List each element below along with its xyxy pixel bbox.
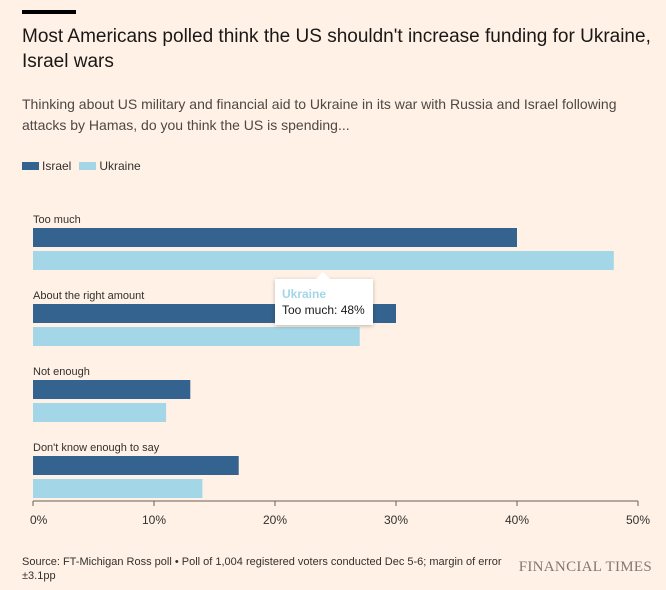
legend-item-israel[interactable]: Israel [22, 159, 71, 173]
x-tick-label: 10% [142, 513, 166, 527]
tooltip: Ukraine Too much: 48% [275, 272, 373, 325]
category-label: Don't know enough to say [33, 442, 160, 454]
x-tick-label: 20% [263, 513, 287, 527]
bar-israel[interactable] [33, 380, 191, 399]
category-label: Not enough [33, 366, 90, 378]
x-tick-label: 30% [384, 513, 408, 527]
bar-chart: Too much About the right amount Not enough… [30, 214, 650, 527]
bar-ukraine[interactable] [33, 403, 167, 422]
x-tick-label: 50% [626, 513, 650, 527]
chart-title: Most Americans polled think the US shoul… [22, 26, 651, 72]
source-note: Source: FT-Michigan Ross poll • Poll of … [22, 556, 502, 582]
bar-ukraine[interactable] [33, 327, 360, 346]
tooltip-value: Too much: 48% [282, 303, 365, 317]
x-tick-label: 0% [30, 513, 48, 527]
bar-israel[interactable] [33, 228, 517, 247]
top-rule [22, 10, 76, 14]
ft-logo: FINANCIAL TIMES [518, 559, 652, 575]
legend-label-israel: Israel [42, 159, 72, 173]
bar-israel[interactable] [33, 456, 239, 475]
chart-subtitle: Thinking about US military and financial… [22, 96, 617, 133]
legend-item-ukraine[interactable]: Ukraine [79, 159, 141, 173]
category-label: Too much [33, 214, 81, 226]
x-tick-label: 40% [505, 513, 529, 527]
legend-swatch-israel [22, 162, 39, 170]
legend-swatch-ukraine [79, 162, 97, 170]
bar-ukraine[interactable] [33, 251, 614, 270]
legend-label-ukraine: Ukraine [99, 159, 141, 173]
tooltip-series: Ukraine [282, 287, 327, 301]
legend: Israel Ukraine [22, 159, 149, 173]
category-label: About the right amount [33, 290, 144, 302]
bar-ukraine[interactable] [33, 479, 203, 498]
